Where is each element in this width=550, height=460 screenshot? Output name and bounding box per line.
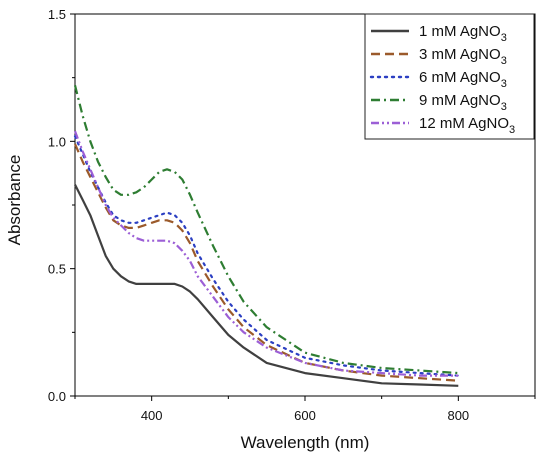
legend-label-main: 6 mM AgNO <box>419 69 501 86</box>
x-tick-label: 800 <box>447 408 469 423</box>
legend-label-subscript: 3 <box>501 78 507 90</box>
legend-label: 9 mM AgNO3 <box>419 92 507 113</box>
legend-label: 12 mM AgNO3 <box>419 115 515 136</box>
legend-label: 6 mM AgNO3 <box>419 69 507 90</box>
x-tick-label: 600 <box>294 408 316 423</box>
series-line-3 <box>73 135 460 377</box>
legend-label-subscript: 3 <box>501 55 507 67</box>
series-group <box>73 85 460 387</box>
legend-label-main: 1 mM AgNO <box>419 23 501 40</box>
y-axis: 0.0 0.5 1.0 1.5 <box>48 7 75 404</box>
legend-label-main: 12 mM AgNO <box>419 115 509 132</box>
legend-label-subscript: 3 <box>501 101 507 113</box>
y-tick-label: 1.5 <box>48 7 66 22</box>
x-axis: 400 600 800 <box>74 396 536 423</box>
legend-label-main: 9 mM AgNO <box>419 92 501 109</box>
series-line-5 <box>73 130 459 377</box>
y-tick-label: 0.0 <box>48 389 66 404</box>
y-axis-label: Absorbance <box>5 155 24 246</box>
legend-label: 1 mM AgNO3 <box>419 23 507 44</box>
legend-label: 3 mM AgNO3 <box>419 46 507 67</box>
x-tick-label: 400 <box>141 408 163 423</box>
x-axis-label: Wavelength (nm) <box>241 433 370 452</box>
y-tick-label: 0.5 <box>48 262 66 277</box>
series-line-1 <box>74 184 459 387</box>
legend-label-main: 3 mM AgNO <box>419 46 501 63</box>
series-line-4 <box>73 85 459 375</box>
legend-label-subscript: 3 <box>501 32 507 44</box>
legend-label-subscript: 3 <box>509 124 515 136</box>
y-tick-label: 1.0 <box>48 134 66 149</box>
series-line-2 <box>73 143 459 382</box>
